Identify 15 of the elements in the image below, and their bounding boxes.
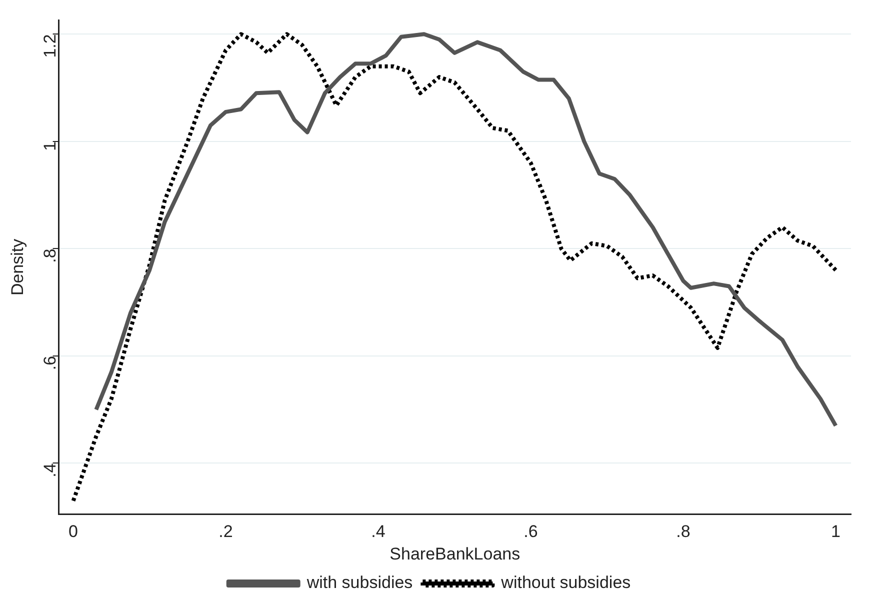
- y-tick-label: 1: [40, 141, 60, 151]
- y-tick-label: .6: [40, 356, 60, 370]
- y-axis-title: Density: [8, 238, 27, 296]
- x-axis-title: ShareBankLoans: [390, 544, 520, 564]
- x-tick-label: 1: [831, 522, 840, 542]
- legend-label: with subsidies: [306, 573, 413, 592]
- x-tick-label: .6: [524, 522, 538, 542]
- y-tick-label: .8: [40, 248, 60, 263]
- x-tick-label: .8: [676, 522, 690, 542]
- y-tick-label: 1.2: [40, 34, 60, 58]
- y-tick-label: .4: [40, 463, 60, 478]
- x-tick-label: .4: [371, 522, 386, 542]
- x-tick-label: .2: [218, 522, 233, 542]
- x-tick-label: 0: [68, 522, 78, 542]
- legend-label: without subsidies: [500, 573, 631, 592]
